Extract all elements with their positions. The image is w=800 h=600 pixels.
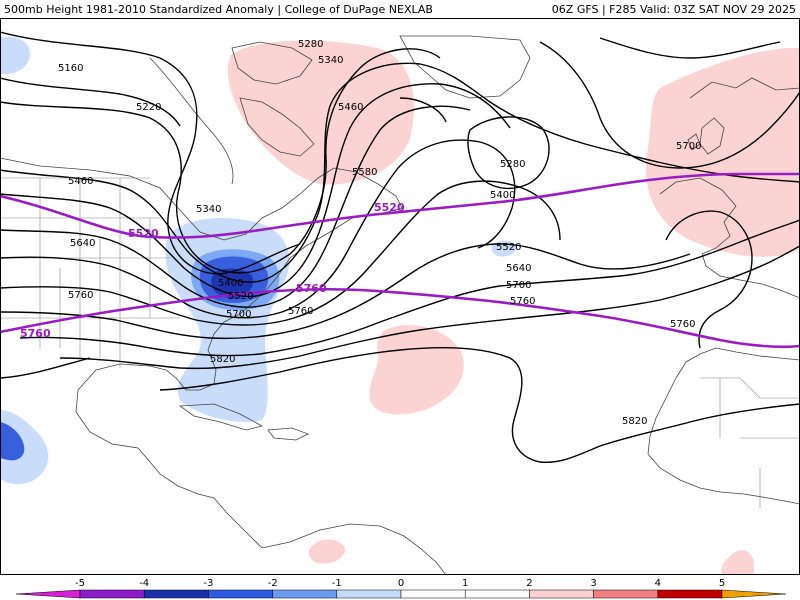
color-bar: -5 -4 -3 -2 -1 0 1 2 3 4 5 (15, 578, 787, 599)
contour-label: 5460 (68, 176, 93, 187)
reference-labels: 5520 5520 5760 5760 (20, 201, 405, 340)
color-bar-swatch (336, 589, 402, 599)
contour-label-5520: 5520 (374, 201, 405, 214)
contour-label-5520: 5520 (128, 227, 159, 240)
color-bar-min-arrow (15, 589, 81, 599)
color-bar-swatch (657, 589, 723, 599)
color-bar-tick-label: 1 (462, 578, 468, 589)
color-bar-tick-label: -3 (203, 578, 213, 589)
contour-label: 5460 (338, 102, 363, 113)
europe-coast (659, 77, 800, 299)
color-bar-tick-label: -5 (75, 578, 85, 589)
color-bar-tick-label: -1 (332, 578, 342, 589)
color-bar-tick-label: 3 (590, 578, 596, 589)
contour-label: 5700 (506, 280, 531, 291)
north-america-coast (0, 157, 403, 549)
contour-label: 5760 (288, 306, 313, 317)
contour-label-5760: 5760 (296, 282, 327, 295)
contour-label: 5760 (68, 290, 93, 301)
contour-label: 5640 (70, 238, 95, 249)
weather-map: 5160 5220 5280 5340 5460 5580 5460 5640 … (0, 18, 800, 575)
contour-label: 5280 (500, 159, 525, 170)
color-bar-tick-label: -4 (139, 578, 149, 589)
contour-label: 5760 (670, 319, 695, 330)
color-bar-tick-label: 0 (398, 578, 404, 589)
uk-isles (687, 117, 725, 155)
cuba (178, 403, 264, 431)
positive-anomaly-sa (721, 550, 754, 575)
south-america-coast (261, 523, 447, 575)
hispaniola (267, 427, 309, 441)
positive-anomaly-caribbean (308, 539, 346, 564)
contour-label: 5220 (136, 102, 161, 113)
color-bar-swatch (143, 589, 209, 599)
color-bar-tick-label: -2 (268, 578, 278, 589)
map-header: 500mb Height 1981-2010 Standardized Anom… (0, 0, 800, 18)
hudson-bay (149, 57, 234, 185)
contour-label: 5700 (226, 309, 251, 320)
contour-label: 5160 (58, 63, 83, 74)
africa-borders (700, 377, 800, 508)
color-bar-tick-label: 4 (655, 578, 661, 589)
color-bar-swatch (529, 589, 594, 599)
positive-anomaly-europe (645, 47, 800, 257)
negative-anomaly-pacific-core (0, 422, 25, 461)
greenland (399, 35, 531, 99)
contour-labels: 5160 5220 5280 5340 5460 5580 5460 5640 … (58, 39, 701, 427)
color-bar-swatches (15, 589, 787, 599)
line-5760 (0, 287, 800, 349)
color-bar-swatch (400, 589, 466, 599)
contour-label: 5400 (218, 278, 243, 289)
color-bar-swatch (593, 589, 659, 599)
color-bar-swatch (464, 589, 530, 599)
contour-label: 5580 (352, 167, 377, 178)
contour-label: 5340 (196, 204, 221, 215)
contour-label: 5700 (676, 141, 701, 152)
africa-coast (647, 347, 800, 505)
contour-label: 5820 (622, 416, 647, 427)
color-bar-tick-label: 5 (719, 578, 725, 589)
contour-label: 5340 (318, 55, 343, 66)
height-contours (0, 31, 800, 463)
color-bar-swatch (208, 589, 273, 599)
color-bar-tick-label: 2 (526, 578, 532, 589)
map-title: 500mb Height 1981-2010 Standardized Anom… (4, 3, 433, 16)
canada-islands (231, 41, 315, 157)
color-bar-ticks: -5 -4 -3 -2 -1 0 1 2 3 4 5 (75, 578, 725, 589)
reference-contours (0, 172, 800, 349)
color-bar-swatch (272, 589, 338, 599)
contour-label: 5760 (510, 296, 535, 307)
model-run-info: 06Z GFS | F285 Valid: 03Z SAT NOV 29 202… (551, 3, 796, 16)
coastlines (0, 35, 800, 575)
color-bar-max-arrow (721, 589, 787, 599)
color-bar-swatch (79, 589, 145, 599)
line-5520 (0, 172, 800, 239)
contour-label: 5520 (496, 242, 521, 253)
contour-label-5760: 5760 (20, 327, 51, 340)
contour-label: 5400 (490, 190, 515, 201)
contour-label: 5640 (506, 263, 531, 274)
negative-anomaly-nw (0, 36, 30, 74)
contour-label: 5280 (298, 39, 323, 50)
contour-label: 5820 (210, 354, 235, 365)
contour-label: 5520 (228, 291, 253, 302)
